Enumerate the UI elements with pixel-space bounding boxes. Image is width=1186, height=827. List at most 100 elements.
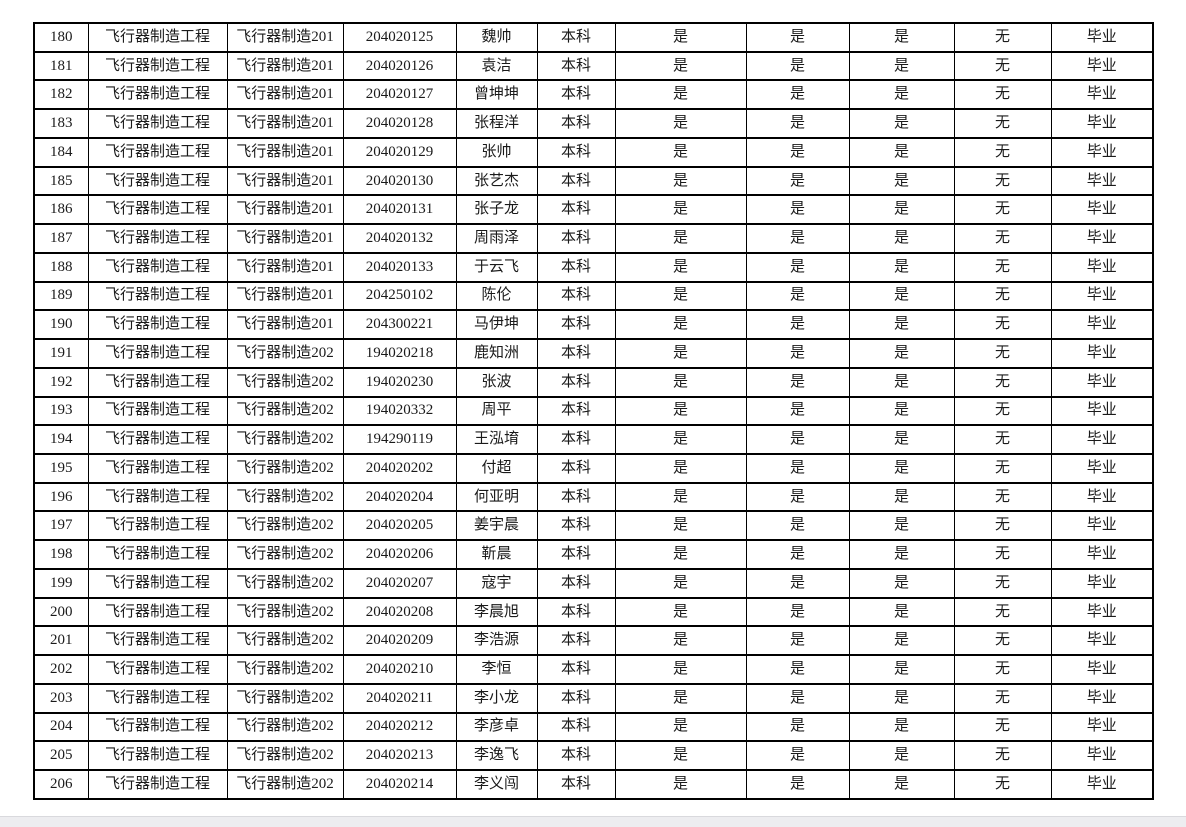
table-cell: 飞行器制造201 (226, 22, 344, 53)
table-cell: 飞行器制造工程 (87, 453, 228, 484)
table-cell: 于云飞 (455, 251, 538, 283)
table-cell: 是 (745, 309, 850, 341)
table-cell: 是 (614, 366, 747, 398)
table-cell: 是 (614, 194, 747, 226)
table-cell: 192 (33, 366, 89, 398)
table-cell: 飞行器制造工程 (87, 309, 228, 341)
table-cell: 飞行器制造工程 (87, 22, 228, 53)
table-row: 206 飞行器制造工程 飞行器制造202 204020214 李义闯 本科是是是无毕业 (33, 769, 1154, 800)
table-cell: 毕业 (1050, 510, 1154, 542)
table-cell: 本科 (536, 79, 616, 111)
table-cell: 毕业 (1050, 338, 1154, 369)
table-row: 181 飞行器制造工程 飞行器制造201 204020126 袁洁 本科是是是无毕业 (33, 50, 1154, 82)
table-cell: 李恒 (455, 654, 538, 685)
table-cell: 180 (33, 22, 89, 53)
table-cell: 是 (848, 596, 955, 628)
table-cell: 毕业 (1050, 453, 1154, 484)
table-cell: 无 (953, 165, 1052, 197)
table-cell: 是 (745, 625, 850, 657)
table-cell: 是 (745, 453, 850, 484)
table-cell: 197 (33, 510, 89, 542)
table-cell: 是 (848, 280, 955, 312)
table-cell: 181 (33, 50, 89, 82)
table-cell: 毕业 (1050, 395, 1154, 427)
table-row: 198 飞行器制造工程 飞行器制造202 204020206 靳晨 本科是是是无毕业 (33, 539, 1154, 570)
table-cell: 飞行器制造工程 (87, 625, 228, 657)
table-cell: 本科 (536, 453, 616, 484)
table-cell: 是 (614, 539, 747, 570)
table-cell: 本科 (536, 165, 616, 197)
table-cell: 本科 (536, 22, 616, 53)
table-cell: 是 (614, 108, 747, 139)
table-cell: 是 (614, 338, 747, 369)
table-cell: 曾坤坤 (455, 79, 538, 111)
table-cell: 是 (848, 251, 955, 283)
table-cell: 202 (33, 654, 89, 685)
table-cell: 是 (848, 108, 955, 139)
table-cell: 毕业 (1050, 309, 1154, 341)
table-cell: 205 (33, 740, 89, 772)
table-cell: 本科 (536, 769, 616, 800)
table-cell: 飞行器制造工程 (87, 79, 228, 111)
table-cell: 是 (745, 510, 850, 542)
table-cell: 周雨泽 (455, 223, 538, 254)
table-cell: 无 (953, 481, 1052, 513)
table-cell: 204300221 (342, 309, 457, 341)
table-cell: 飞行器制造202 (226, 682, 344, 714)
table-cell: 204020131 (342, 194, 457, 226)
table-cell: 无 (953, 769, 1052, 800)
table-cell: 飞行器制造工程 (87, 251, 228, 283)
table-cell: 本科 (536, 50, 616, 82)
table-cell: 何亚明 (455, 481, 538, 513)
table-cell: 毕业 (1050, 22, 1154, 53)
table-cell: 毕业 (1050, 136, 1154, 168)
table-cell: 是 (745, 424, 850, 456)
table-cell: 飞行器制造工程 (87, 50, 228, 82)
table-cell: 飞行器制造202 (226, 481, 344, 513)
table-cell: 飞行器制造202 (226, 539, 344, 570)
table-cell: 是 (745, 711, 850, 743)
table-cell: 是 (848, 567, 955, 599)
table-cell: 无 (953, 108, 1052, 139)
table-cell: 无 (953, 366, 1052, 398)
table-cell: 李义闯 (455, 769, 538, 800)
table-cell: 本科 (536, 424, 616, 456)
table-cell: 是 (745, 22, 850, 53)
table-cell: 无 (953, 625, 1052, 657)
table-cell: 飞行器制造工程 (87, 682, 228, 714)
table-cell: 飞行器制造201 (226, 194, 344, 226)
table-cell: 毕业 (1050, 108, 1154, 139)
table-cell: 190 (33, 309, 89, 341)
table-cell: 是 (848, 510, 955, 542)
table-cell: 187 (33, 223, 89, 254)
table-cell: 毕业 (1050, 596, 1154, 628)
table-cell: 寇宇 (455, 567, 538, 599)
table-row: 190 飞行器制造工程 飞行器制造201 204300221 马伊坤 本科是是是无毕业 (33, 309, 1154, 341)
table-cell: 张波 (455, 366, 538, 398)
table-cell: 193 (33, 395, 89, 427)
table-cell: 是 (745, 481, 850, 513)
table-cell: 185 (33, 165, 89, 197)
table-cell: 本科 (536, 223, 616, 254)
table-cell: 是 (614, 682, 747, 714)
table-row: 189 飞行器制造工程 飞行器制造201 204250102 陈伦 本科是是是无毕业 (33, 280, 1154, 312)
table-cell: 周平 (455, 395, 538, 427)
table-cell: 本科 (536, 539, 616, 570)
table-cell: 毕业 (1050, 711, 1154, 743)
table-cell: 是 (614, 740, 747, 772)
table-cell: 是 (614, 654, 747, 685)
table-cell: 204020130 (342, 165, 457, 197)
table-row: 195 飞行器制造工程 飞行器制造202 204020202 付超 本科是是是无毕业 (33, 453, 1154, 484)
table-cell: 飞行器制造202 (226, 654, 344, 685)
table-row: 193 飞行器制造工程 飞行器制造202 194020332 周平 本科是是是无毕业 (33, 395, 1154, 427)
table-cell: 飞行器制造202 (226, 740, 344, 772)
table-cell: 飞行器制造工程 (87, 481, 228, 513)
table-cell: 飞行器制造工程 (87, 654, 228, 685)
table-cell: 无 (953, 682, 1052, 714)
table-cell: 204020208 (342, 596, 457, 628)
table-cell: 是 (745, 223, 850, 254)
table-cell: 飞行器制造202 (226, 366, 344, 398)
table-cell: 是 (848, 740, 955, 772)
table-cell: 飞行器制造工程 (87, 136, 228, 168)
